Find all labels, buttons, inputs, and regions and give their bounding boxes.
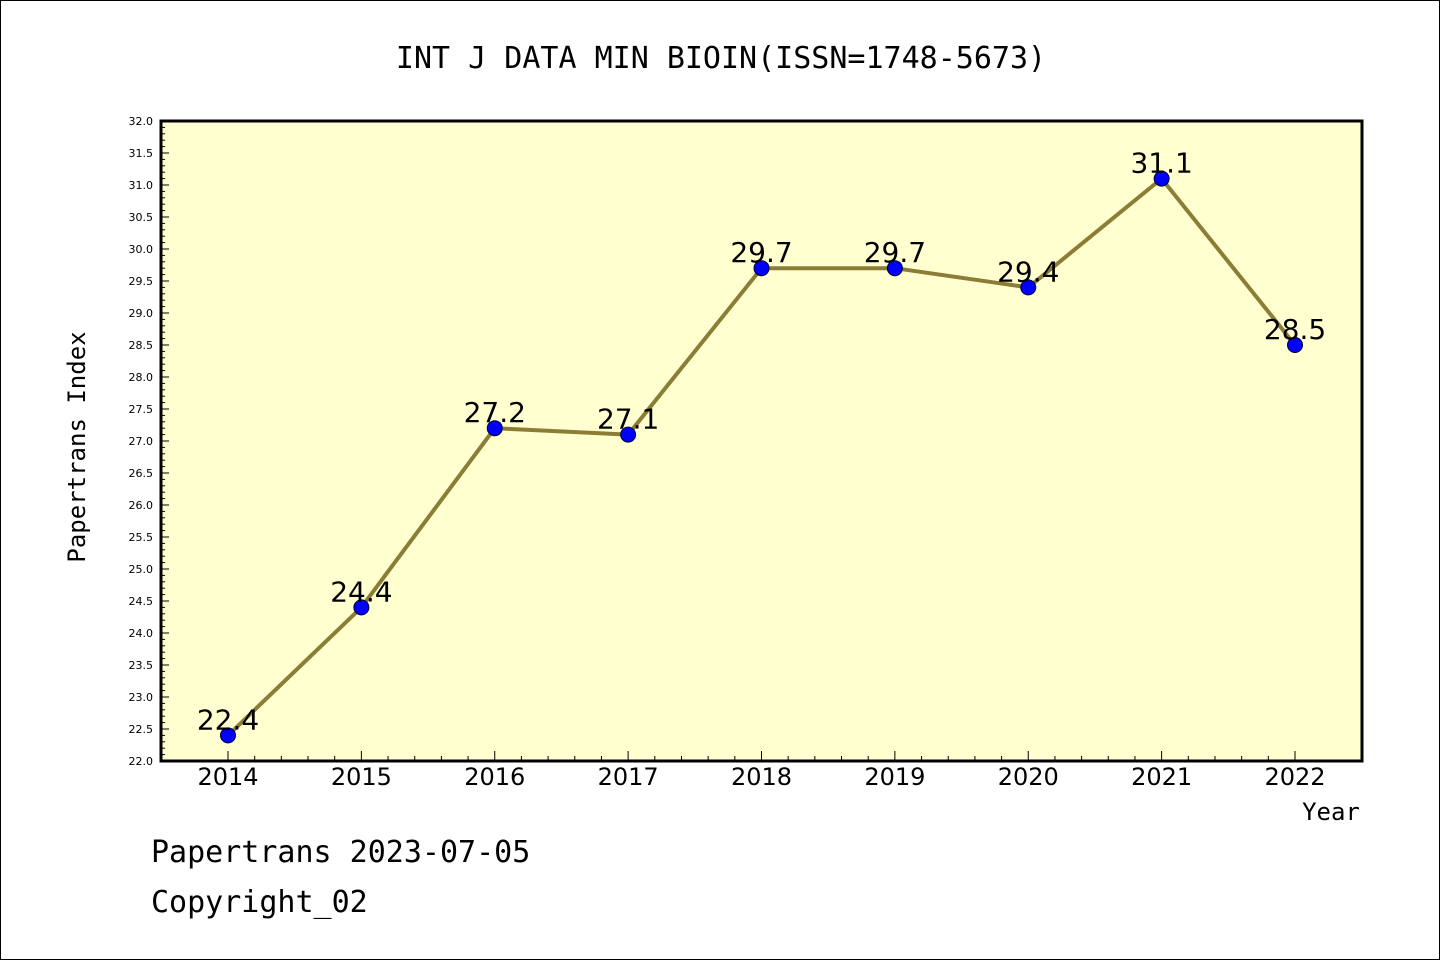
data-label: 28.5 [1264, 313, 1326, 346]
y-tick-label: 31.5 [129, 147, 154, 160]
x-tick-label: 2021 [1131, 763, 1192, 791]
y-tick-label: 25.5 [129, 531, 154, 544]
data-point [220, 727, 236, 744]
x-tick-label: 2014 [197, 763, 258, 791]
data-point [1153, 170, 1170, 187]
data-point [1287, 337, 1303, 353]
data-label: 27.2 [464, 396, 526, 429]
y-tick-label: 30.0 [129, 243, 154, 256]
y-tick-label: 29.5 [129, 275, 154, 288]
x-tick-label: 2022 [1264, 763, 1325, 791]
x-tick-label: 2017 [598, 763, 659, 791]
y-tick-label: 31.0 [129, 179, 154, 192]
data-point [1020, 279, 1037, 296]
data-point [486, 420, 503, 437]
footer-date: Papertrans 2023-07-05 [151, 835, 531, 870]
chart-title: INT J DATA MIN BIOIN(ISSN=1748-5673) [396, 41, 1046, 76]
data-label: 24.4 [330, 575, 392, 608]
data-point [753, 260, 770, 277]
data-point [886, 260, 903, 277]
data-label: 27.1 [597, 403, 659, 436]
data-label: 29.7 [864, 236, 926, 269]
y-tick-label: 23.5 [129, 659, 154, 672]
x-axis-label: Year [1302, 798, 1360, 826]
data-label: 22.4 [197, 703, 259, 736]
axis-ticks: 22.0 22.5 23.0 23.5 24.0 24.5 25.0 25.5 26.0 26.5… [129, 115, 1326, 791]
y-tick-label: 30.5 [129, 211, 154, 224]
y-tick-label: 27.5 [129, 403, 154, 416]
x-tick-label: 2015 [331, 763, 392, 791]
y-axis-label: Papertrans Index [63, 331, 91, 562]
data-label: 29.4 [997, 255, 1059, 288]
series-layer [220, 170, 1303, 744]
y-tick-label: 23.0 [129, 691, 154, 704]
data-label: 31.1 [1130, 147, 1192, 180]
y-tick-label: 22.5 [129, 723, 154, 736]
x-tick-label: 2018 [731, 763, 792, 791]
y-tick-label: 22.0 [129, 755, 154, 768]
x-tick-label: 2019 [864, 763, 925, 791]
plot-area [161, 121, 1362, 761]
footer-copyright: Copyright_02 [151, 885, 368, 920]
x-tick-label: 2020 [998, 763, 1059, 791]
y-tick-label: 25.0 [129, 563, 154, 576]
y-tick-label: 24.5 [129, 595, 154, 608]
y-tick-label: 29.0 [129, 307, 154, 320]
data-labels: 22.4 24.4 27.2 27.1 29.7 29.7 29.4 31.1 28.5 [197, 147, 1326, 737]
y-tick-label: 26.0 [129, 499, 154, 512]
data-label: 29.7 [730, 236, 792, 269]
y-tick-label: 26.5 [129, 467, 154, 480]
y-tick-label: 24.0 [129, 627, 154, 640]
y-tick-label: 28.5 [129, 339, 154, 352]
y-tick-label: 27.0 [129, 435, 154, 448]
plot-border [159, 119, 1364, 763]
data-point [353, 599, 370, 616]
data-point [620, 426, 637, 443]
y-tick-label: 28.0 [129, 371, 154, 384]
x-tick-label: 2016 [464, 763, 525, 791]
y-tick-label: 32.0 [129, 115, 154, 128]
